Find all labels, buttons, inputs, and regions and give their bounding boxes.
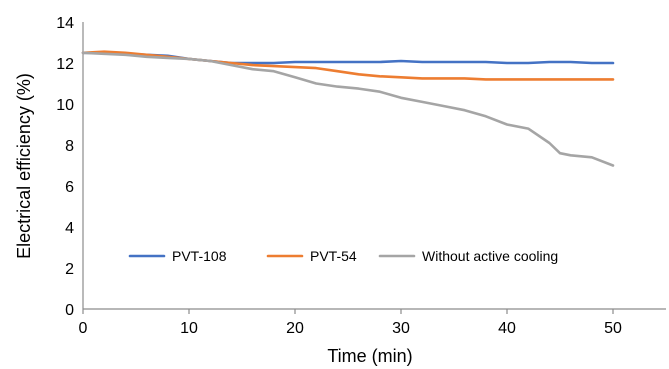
y-tick-label: 8: [65, 138, 74, 155]
y-tick-label: 12: [56, 56, 74, 73]
legend-label-0: PVT-108: [172, 248, 227, 264]
legend-label-2: Without active cooling: [422, 248, 558, 264]
y-tick-label: 10: [56, 97, 74, 114]
series-line-2: [81, 51, 615, 167]
y-ticks: 0 2 4 6 8 10 12 14: [56, 15, 74, 319]
x-tick-label: 30: [392, 320, 410, 337]
y-tick-label: 14: [56, 15, 74, 32]
y-tick-label: 6: [65, 179, 74, 196]
legend-label-1: PVT-54: [310, 248, 357, 264]
x-tick-label: 40: [498, 320, 516, 337]
y-axis-title: Electrical efficiency (%): [14, 73, 34, 259]
x-axis-title: Time (min): [327, 346, 412, 366]
legend: PVT-108 PVT-54 Without active cooling: [128, 248, 558, 264]
x-ticks: 0 10 20 30 40 50: [79, 309, 622, 337]
axes: [82, 22, 666, 310]
series-lines: [81, 50, 615, 167]
y-tick-label: 0: [65, 302, 74, 319]
x-tick-label: 20: [286, 320, 304, 337]
y-tick-label: 2: [65, 261, 74, 278]
x-tick-label: 0: [79, 320, 88, 337]
series-line-1: [81, 50, 615, 81]
x-tick-label: 10: [180, 320, 198, 337]
y-tick-label: 4: [65, 220, 74, 237]
x-tick-label: 50: [604, 320, 622, 337]
